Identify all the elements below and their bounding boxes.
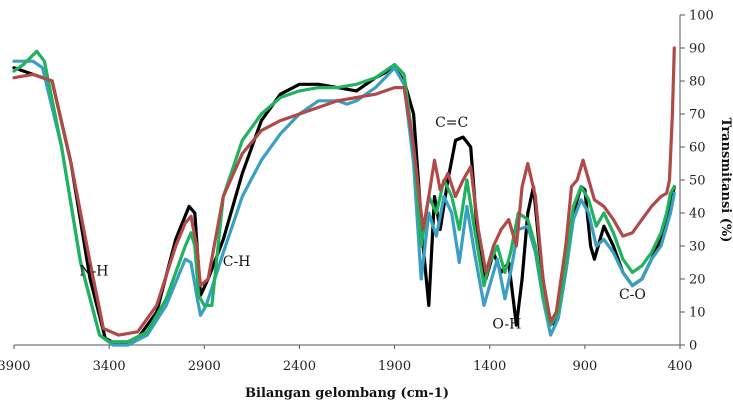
y-tick-label: 90 <box>689 42 706 57</box>
x-tick-label: 900 <box>572 359 597 374</box>
y-tick-label: 80 <box>689 75 706 90</box>
x-axis-title: Bilangan gelombang (cm-1) <box>245 386 449 401</box>
annotation-label: C-O <box>619 287 646 303</box>
annotation-label: N-H <box>79 264 108 280</box>
x-tick-label: 400 <box>668 359 693 374</box>
axes <box>14 15 681 346</box>
y-tick-label: 20 <box>689 273 706 288</box>
x-tick-label: 2900 <box>188 359 221 374</box>
series-group <box>12 46 676 347</box>
y-tick-label: 0 <box>689 339 697 354</box>
series-line-2 <box>12 59 676 347</box>
y-tick-label: 50 <box>689 174 706 189</box>
annotations: N-H C-H C=C O-H C-O <box>79 115 646 332</box>
y-tick-label: 100 <box>689 9 714 24</box>
x-axis-ticks: 3900 3400 2900 2400 1900 1400 900 400 <box>0 345 692 374</box>
x-tick-label: 3900 <box>0 359 31 374</box>
annotation-label: O-H <box>492 317 521 333</box>
x-tick-label: 3400 <box>93 359 126 374</box>
annotation-label: C-H <box>223 254 251 270</box>
annotation-label: C=C <box>435 115 468 131</box>
y-tick-label: 10 <box>689 306 706 321</box>
series-line-3 <box>12 49 676 344</box>
y-tick-label: 70 <box>689 108 706 123</box>
x-tick-label: 2400 <box>283 359 316 374</box>
y-tick-label: 30 <box>689 240 706 255</box>
y-axis-ticks: 0 10 20 30 40 50 60 70 80 90 100 <box>680 9 714 354</box>
x-tick-label: 1900 <box>378 359 411 374</box>
series-line-1 <box>12 66 676 347</box>
x-tick-label: 1400 <box>473 359 506 374</box>
y-axis-title: Transmitansi (%) <box>718 118 733 243</box>
y-tick-label: 60 <box>689 141 706 156</box>
series-line-4 <box>12 46 676 337</box>
y-tick-label: 40 <box>689 207 706 222</box>
